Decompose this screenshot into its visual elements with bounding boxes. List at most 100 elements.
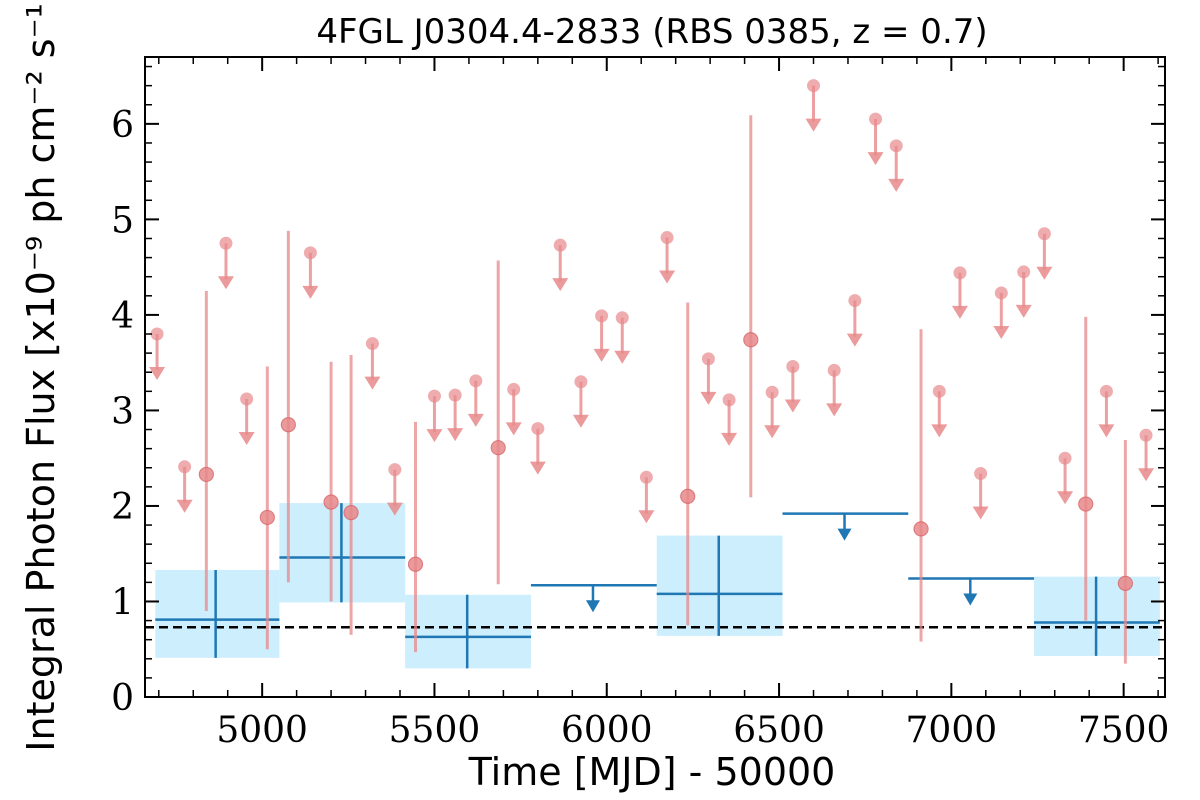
- fine-bin-upper-limit-arrow: [217, 276, 234, 290]
- fine-bin-upper-limit-point: [932, 384, 946, 398]
- fine-bin-upper-limit-point: [219, 236, 233, 250]
- fine-bin-upper-limit-point: [765, 385, 779, 399]
- y-tick-label: 1: [111, 582, 134, 623]
- y-tick-label: 4: [111, 296, 134, 337]
- fine-bin-upper-limit-point: [807, 79, 821, 93]
- x-tick-label: 5000: [216, 710, 308, 751]
- fine-bin-upper-limit-arrow: [386, 502, 403, 516]
- coarse-bin-upper-limit-arrow: [963, 593, 978, 606]
- y-tick-label: 6: [111, 105, 134, 146]
- fine-bin-upper-limit-point: [827, 363, 841, 377]
- fine-bin-upper-limit-point: [1037, 227, 1051, 241]
- fine-bin-upper-limit-arrow: [572, 414, 589, 428]
- fine-bin-point: [1078, 496, 1094, 512]
- y-tick-label: 5: [111, 200, 134, 241]
- fine-bin-upper-limit-arrow: [1098, 424, 1115, 438]
- x-tick-label: 6500: [733, 710, 825, 751]
- fine-bin-upper-limit-point: [869, 112, 883, 126]
- y-axis-label: Integral Photon Flux [x10⁻⁹ ph cm⁻² s⁻¹]: [19, 0, 63, 752]
- fine-bin-upper-limit-arrow: [364, 376, 381, 390]
- fine-bin-upper-limit-arrow: [238, 431, 255, 445]
- x-tick-label: 7500: [1078, 710, 1170, 751]
- fine-bin-upper-limit-point: [1139, 428, 1153, 442]
- fine-bin-upper-limit-arrow: [176, 499, 193, 513]
- plot-frame: [144, 56, 1166, 698]
- fine-bin-upper-limit-arrow: [784, 399, 801, 413]
- fine-bin-upper-limit-point: [1058, 451, 1072, 465]
- fine-bin-upper-limit-point: [448, 388, 462, 402]
- fine-bin-upper-limit-point: [701, 352, 715, 366]
- fine-bin-upper-limit-arrow: [764, 425, 781, 439]
- chart-title: 4FGL J0304.4-2833 (RBS 0385, z = 0.7): [316, 12, 987, 52]
- fine-bin-upper-limit-arrow: [700, 391, 717, 405]
- fine-bin-upper-limit-point: [553, 238, 567, 252]
- fine-bin-point: [323, 494, 339, 510]
- fine-bin-upper-limit-arrow: [593, 348, 610, 362]
- fine-bin-upper-limit-arrow: [447, 428, 464, 442]
- fine-bin-upper-limit-point: [240, 392, 254, 406]
- fine-bin-upper-limit-arrow: [659, 270, 676, 284]
- fine-bin-point: [913, 521, 929, 537]
- coarse-bin-box: [155, 569, 280, 658]
- fine-bin-upper-limit-point: [786, 359, 800, 373]
- fine-bin-upper-limit-point: [639, 470, 653, 484]
- fine-bin-upper-limit-arrow: [1057, 491, 1074, 505]
- fine-bin-upper-limit-arrow: [846, 333, 863, 347]
- fine-bin-upper-limit-point: [507, 382, 521, 396]
- fine-bin-upper-limit-point: [848, 294, 862, 308]
- fine-bin-upper-limit-point: [150, 327, 164, 341]
- fine-bin-upper-limit-point: [388, 463, 402, 477]
- fine-bin-upper-limit-arrow: [931, 424, 948, 438]
- fine-bin-upper-limit-arrow: [426, 429, 443, 443]
- fine-bin-upper-limit-point: [303, 246, 317, 260]
- fine-bin-upper-limit-arrow: [993, 325, 1010, 339]
- fine-bin-upper-limit-arrow: [614, 350, 631, 364]
- fine-bin-point: [259, 509, 275, 526]
- fine-bin-upper-limit-arrow: [1015, 304, 1032, 318]
- fine-bin-point: [407, 556, 424, 572]
- fine-bin-upper-limit-point: [365, 337, 379, 351]
- fine-bin-upper-limit-arrow: [638, 510, 655, 524]
- y-tick-label: 3: [111, 391, 134, 432]
- fine-bin-upper-limit-arrow: [505, 422, 522, 436]
- fine-bin-upper-limit-arrow: [529, 461, 546, 475]
- y-tick-label: 0: [111, 678, 134, 719]
- x-tick-label: 7000: [906, 710, 998, 751]
- fine-bin-point: [280, 417, 296, 433]
- fine-bin-upper-limit-point: [427, 389, 441, 403]
- fine-bin-point: [343, 505, 359, 521]
- fine-bin-point: [680, 488, 696, 505]
- fine-bin-upper-limit-point: [994, 286, 1008, 300]
- fine-bin-upper-limit-arrow: [951, 305, 968, 319]
- fine-bin-upper-limit-point: [178, 460, 192, 474]
- fine-bin-upper-limit-point: [1017, 265, 1031, 279]
- fine-bin-upper-limit-point: [1099, 384, 1113, 398]
- fine-bin-upper-limit-arrow: [149, 367, 166, 381]
- fine-bin-point: [743, 332, 759, 348]
- fine-bin-upper-limit-arrow: [1036, 266, 1053, 280]
- fine-bin-point: [1117, 575, 1133, 591]
- fine-bin-point: [198, 466, 214, 483]
- fine-bin-upper-limit-point: [531, 422, 545, 436]
- fine-bin-upper-limit-arrow: [1138, 468, 1155, 482]
- fine-bin-upper-limit-point: [722, 393, 736, 407]
- x-tick-label: 6000: [561, 710, 653, 751]
- fine-bin-upper-limit-arrow: [467, 413, 484, 427]
- fine-bin-upper-limit-point: [615, 311, 629, 325]
- fine-bin-point: [490, 440, 506, 456]
- fine-bin-upper-limit-arrow: [805, 118, 822, 132]
- x-tick-label: 5500: [389, 710, 481, 751]
- fine-bin-upper-limit-point: [574, 375, 588, 389]
- fine-bin-upper-limit-arrow: [972, 506, 989, 520]
- fine-bin-upper-limit-point: [469, 374, 483, 388]
- fine-bin-upper-limit-arrow: [302, 285, 319, 299]
- fine-bin-upper-limit-arrow: [867, 152, 884, 166]
- coarse-bin-upper-limit-arrow: [837, 528, 852, 541]
- fine-bin-upper-limit-arrow: [826, 403, 843, 417]
- fine-bin-upper-limit-arrow: [721, 432, 738, 446]
- fine-bin-upper-limit-point: [974, 466, 988, 480]
- x-axis-label: Time [MJD] - 50000: [468, 750, 836, 794]
- fine-bin-upper-limit-point: [595, 309, 609, 323]
- fine-bin-upper-limit-point: [889, 139, 903, 153]
